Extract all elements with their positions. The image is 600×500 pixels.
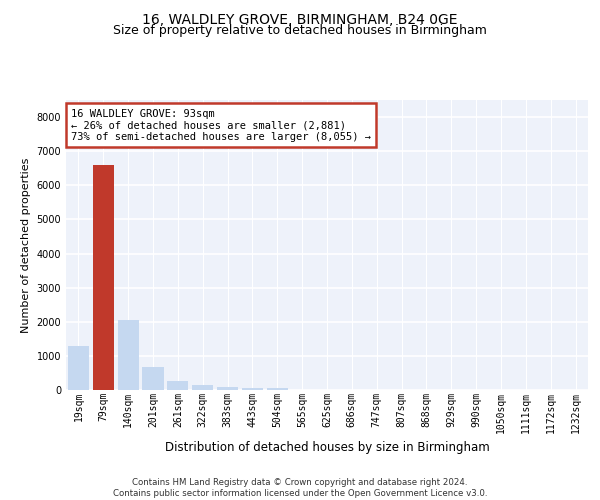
Bar	[192, 385, 213, 390]
X-axis label: Distribution of detached houses by size in Birmingham: Distribution of detached houses by size …	[164, 441, 490, 454]
Text: Contains HM Land Registry data © Crown copyright and database right 2024.
Contai: Contains HM Land Registry data © Crown c…	[113, 478, 487, 498]
Bar	[217, 387, 238, 390]
Bar	[242, 388, 263, 390]
Text: Size of property relative to detached houses in Birmingham: Size of property relative to detached ho…	[113, 24, 487, 37]
Bar	[167, 381, 188, 390]
Text: 16 WALDLEY GROVE: 93sqm
← 26% of detached houses are smaller (2,881)
73% of semi: 16 WALDLEY GROVE: 93sqm ← 26% of detache…	[71, 108, 371, 142]
Bar	[142, 367, 164, 390]
Y-axis label: Number of detached properties: Number of detached properties	[21, 158, 31, 332]
Bar	[118, 320, 139, 390]
Text: 16, WALDLEY GROVE, BIRMINGHAM, B24 0GE: 16, WALDLEY GROVE, BIRMINGHAM, B24 0GE	[142, 12, 458, 26]
Bar	[267, 388, 288, 390]
Bar	[68, 346, 89, 390]
Bar	[93, 165, 114, 390]
